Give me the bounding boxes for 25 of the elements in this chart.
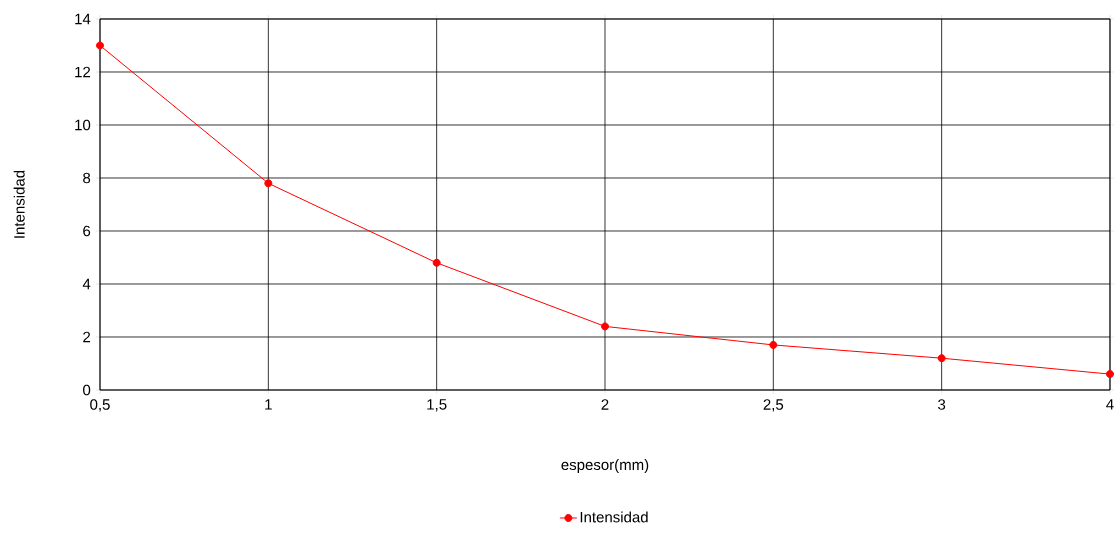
y-axis-title: Intensidad — [13, 170, 25, 238]
y-tick-label: 8 — [83, 172, 91, 184]
y-tick-label: 2 — [83, 331, 91, 343]
x-tick-label: 0,5 — [90, 399, 110, 412]
point — [264, 179, 273, 188]
y-tick-label: 12 — [75, 66, 91, 78]
point — [601, 322, 609, 331]
legend-label: Intensidad — [580, 511, 648, 523]
y-tick-label: 6 — [83, 225, 91, 237]
x-tick-label: 2 — [601, 399, 609, 410]
point — [432, 258, 441, 267]
x-tick-label: 3 — [938, 399, 946, 410]
point — [96, 41, 104, 50]
y-tick-label: 0 — [83, 384, 91, 396]
x-tick-label: 2,5 — [763, 399, 784, 412]
y-tick-label: 14 — [75, 13, 91, 25]
x-tick-label: 1 — [265, 399, 272, 410]
point — [937, 354, 946, 363]
x-axis-title: espesor(mm) — [561, 459, 649, 474]
y-tick-label: 4 — [82, 278, 91, 290]
point — [1105, 370, 1114, 379]
x-tick-label: 4 — [1106, 399, 1114, 410]
point — [769, 340, 778, 349]
y-tick-label: 10 — [75, 119, 91, 131]
x-tick-label: 1,5 — [427, 399, 447, 412]
